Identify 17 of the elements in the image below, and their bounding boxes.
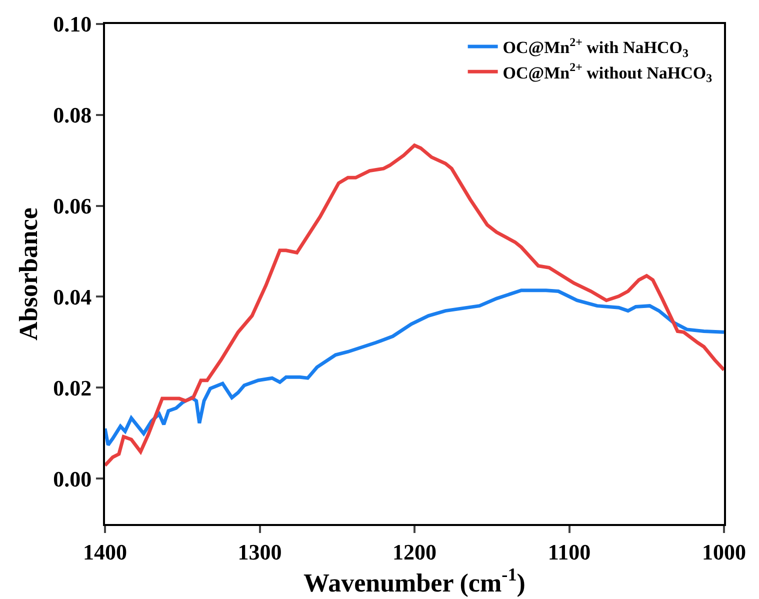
y-tick-label: 0.02 — [53, 375, 92, 400]
line-series — [105, 144, 724, 468]
y-tick-label: 0.08 — [53, 102, 92, 128]
legend-label: OC@Mn$^{2+}$ without NaHCO$_{3}$ — [502, 60, 712, 85]
y-tick-label: 0.00 — [53, 466, 92, 492]
x-axis-title: Wavenumber (cm$^{-1}$) — [304, 564, 526, 598]
line-series — [105, 288, 724, 447]
x-tick-label: 1100 — [548, 539, 591, 564]
y-tick-label: 0.06 — [53, 194, 92, 219]
y-tick-label: 0.04 — [53, 284, 92, 310]
y-tick-label: 0.10 — [53, 12, 92, 37]
x-tick-label: 1300 — [238, 539, 282, 564]
x-tick-label: 1000 — [702, 539, 746, 564]
y-axis-title: Absorbance — [14, 208, 43, 340]
x-tick-label: 1400 — [83, 539, 127, 564]
legend-label: OC@Mn$^{2+}$ with NaHCO$_{3}$ — [502, 35, 688, 60]
x-tick-label: 1200 — [392, 539, 436, 564]
